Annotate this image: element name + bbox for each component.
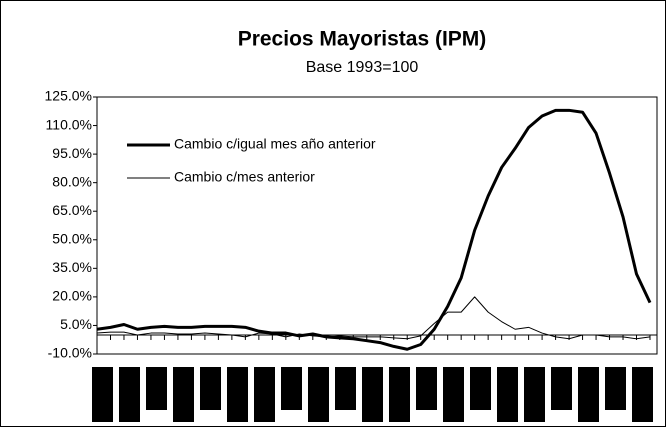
chart-title: Precios Mayoristas (IPM) xyxy=(238,28,487,51)
category-label-block xyxy=(416,367,437,410)
category-label-block xyxy=(389,367,410,422)
y-tick-label: 35.0% xyxy=(52,259,92,275)
category-label-block xyxy=(470,367,491,410)
y-tick-label: 110.0% xyxy=(46,116,92,132)
category-label-block xyxy=(551,367,572,410)
plot-frame xyxy=(96,96,658,355)
y-tick-label: -10.0% xyxy=(48,345,92,361)
category-label-block xyxy=(524,367,545,422)
category-label-block xyxy=(308,367,329,422)
chart-subtitle: Base 1993=100 xyxy=(306,59,419,76)
legend-label: Cambio c/igual mes año anterior xyxy=(174,136,376,152)
category-label-block xyxy=(92,367,113,422)
category-label-block xyxy=(605,367,626,410)
y-tick-label: 125.0% xyxy=(45,88,92,104)
category-label-block xyxy=(173,367,194,422)
series-line xyxy=(96,108,652,351)
series-line xyxy=(96,296,651,340)
category-label-block xyxy=(227,367,248,422)
category-label-block xyxy=(578,367,599,422)
category-label-block xyxy=(254,367,275,422)
y-tick-label: 5.0% xyxy=(60,316,92,332)
legend-label: Cambio c/mes anterior xyxy=(174,169,315,185)
category-label-block xyxy=(443,367,464,422)
category-label-block xyxy=(362,367,383,422)
category-label-block xyxy=(200,367,221,410)
category-label-block xyxy=(632,367,653,422)
category-label-block xyxy=(146,367,167,410)
category-label-block xyxy=(497,367,518,422)
y-tick-label: 95.0% xyxy=(52,145,92,161)
category-label-block xyxy=(119,367,140,422)
y-tick-label: 20.0% xyxy=(52,288,92,304)
y-tick-label: 80.0% xyxy=(52,173,92,189)
category-label-block xyxy=(281,367,302,410)
y-tick-label: 50.0% xyxy=(52,230,92,246)
category-label-block xyxy=(335,367,356,410)
y-tick-label: 65.0% xyxy=(52,202,92,218)
